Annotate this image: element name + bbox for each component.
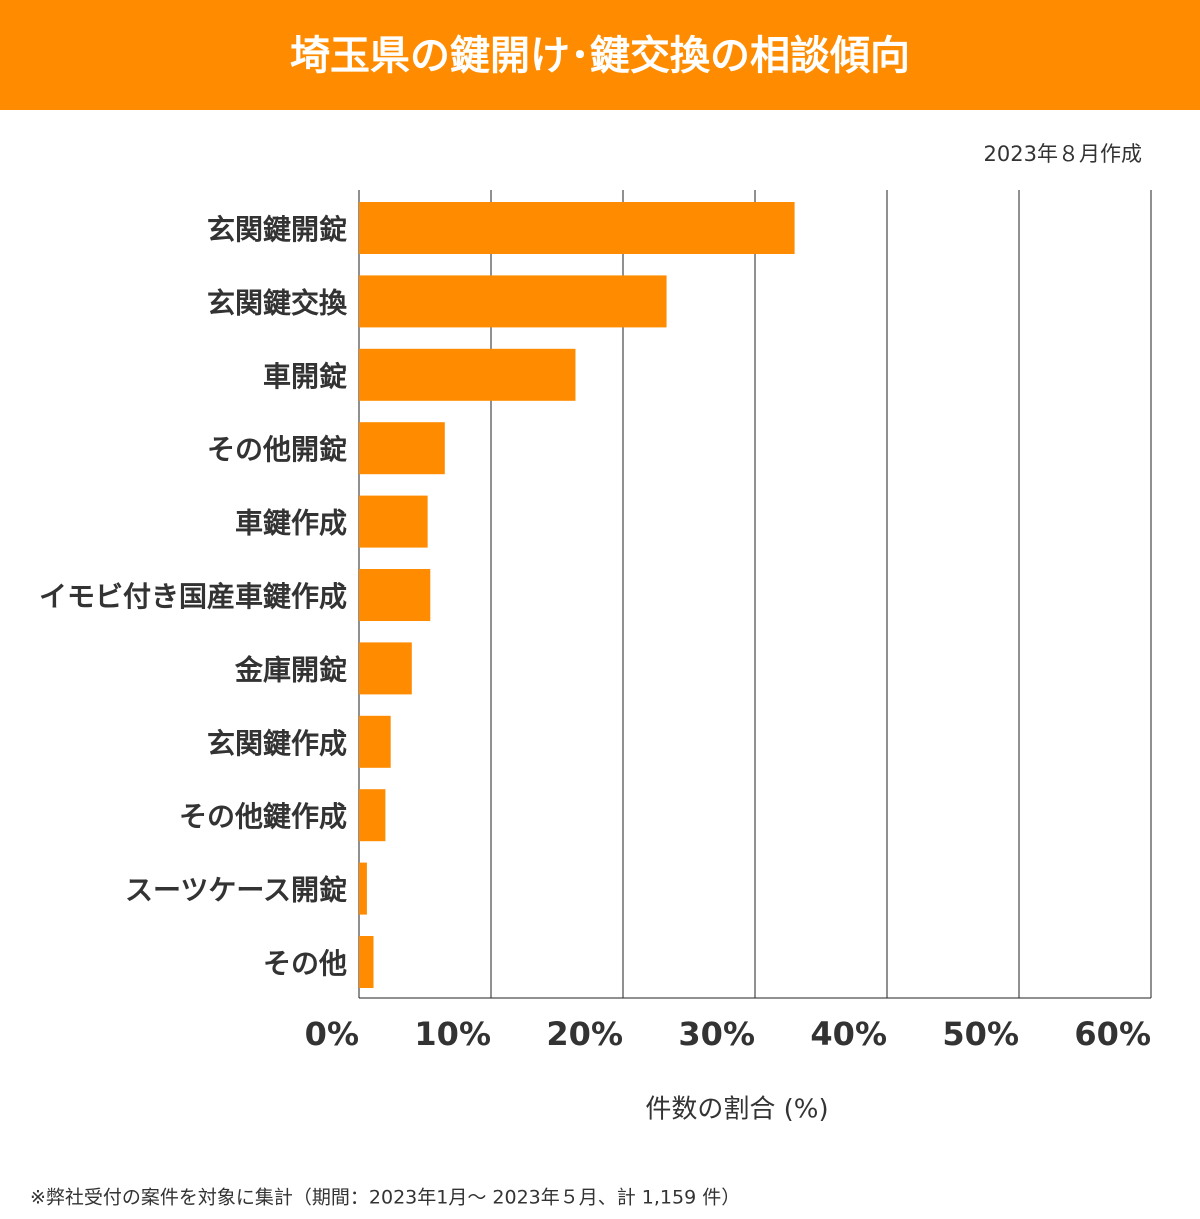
y-tick-label: その他鍵作成	[179, 800, 347, 833]
bar	[359, 862, 367, 915]
bar	[359, 275, 667, 328]
y-tick-label: 玄関鍵作成	[207, 727, 347, 760]
y-tick-label: その他	[263, 947, 347, 980]
bar	[359, 495, 428, 548]
bar	[359, 936, 374, 988]
bar	[359, 789, 386, 842]
bar	[359, 642, 412, 695]
x-tick-label: 60%	[1074, 1015, 1151, 1053]
y-tick-label: イモビ付き国産車鍵作成	[39, 580, 347, 613]
y-tick-label: 玄関鍵開錠	[207, 213, 347, 246]
bar	[359, 715, 391, 768]
y-tick-label: 車開錠	[263, 360, 347, 393]
bar	[359, 569, 431, 621]
y-tick-label: スーツケース開錠	[125, 874, 347, 907]
x-tick-label: 30%	[678, 1015, 755, 1053]
chart-title: 埼玉県の鍵開け･鍵交換の相談傾向	[290, 33, 910, 79]
bar	[359, 202, 795, 254]
header-band	[0, 0, 1200, 110]
date-note: 2023年８月作成	[984, 142, 1142, 166]
x-tick-label: 50%	[942, 1015, 1019, 1053]
footnote: ※弊社受付の案件を対象に集計（期間：2023年1月～ 2023年５月、計 1,1…	[30, 1187, 740, 1209]
y-tick-label: 車鍵作成	[235, 507, 347, 540]
y-tick-label: 金庫開錠	[234, 653, 347, 686]
y-tick-label: 玄関鍵交換	[207, 286, 348, 319]
x-tick-label: 40%	[810, 1015, 887, 1053]
bar	[359, 348, 576, 401]
x-tick-label: 10%	[414, 1015, 491, 1053]
x-tick-label: 0%	[305, 1015, 359, 1053]
x-axis-label: 件数の割合 (%)	[645, 1095, 828, 1125]
y-tick-label: その他開錠	[207, 433, 347, 466]
bar	[359, 422, 445, 475]
x-tick-label: 20%	[546, 1015, 623, 1053]
